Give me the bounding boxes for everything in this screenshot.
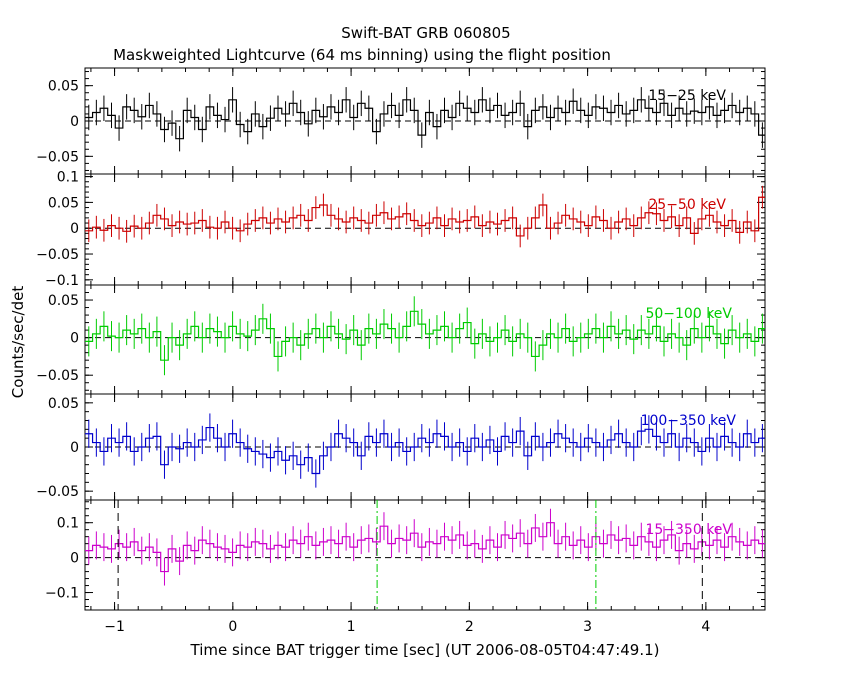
band-label: 25−50 keV — [648, 197, 726, 213]
chart-subtitle: Maskweighted Lightcurve (64 ms binning) … — [113, 46, 611, 64]
panel-100-350-kev: 0.05 0 −0.05 100−350 keV — [36, 393, 766, 501]
x-tick-label: −1 — [104, 619, 125, 635]
y-tick-label: −0.1 — [45, 273, 79, 289]
band-label: 100−350 keV — [641, 413, 737, 429]
x-axis-label: Time since BAT trigger time [sec] (UT 20… — [190, 641, 660, 659]
band-label: 15−25 keV — [648, 88, 726, 104]
chart-title: Swift-BAT GRB 060805 — [341, 24, 510, 42]
band-label: 50−100 keV — [645, 306, 732, 322]
y-tick-label: 0 — [70, 331, 79, 347]
y-tick-label: 0 — [70, 440, 79, 456]
y-axis-label: Counts/sec/det — [9, 286, 27, 399]
panel-15-350-kev: 0.1 0 −0.1 15−350 keV −1 0 1 2 3 4 — [45, 499, 766, 635]
y-tick-label: 0.05 — [48, 293, 79, 309]
y-tick-label: −0.05 — [36, 484, 79, 500]
x-tick-label: 0 — [228, 619, 237, 635]
lightcurve-step — [85, 196, 765, 237]
y-tick-label: 0 — [70, 114, 79, 130]
y-tick-label: 0.05 — [48, 195, 79, 211]
lightcurve-step — [85, 426, 765, 475]
panel-25-50-kev: 0.1 0.05 0 −0.05 −0.1 25−50 keV — [36, 170, 766, 289]
lightcurve-step — [85, 99, 765, 140]
lightcurve-step — [85, 310, 765, 361]
panels-group: 0.05 0 −0.05 15−25 keV 0.1 0.05 0 −0.05 −0.1 25−5… — [36, 67, 766, 635]
y-tick-label: 0 — [70, 551, 79, 567]
y-tick-label: 0.05 — [48, 396, 79, 412]
x-tick-label: 3 — [583, 619, 592, 635]
x-tick-label: 1 — [347, 619, 356, 635]
y-tick-label: 0.1 — [57, 170, 79, 186]
y-tick-label: 0 — [70, 221, 79, 237]
panel-15-25-kev: 0.05 0 −0.05 15−25 keV — [36, 67, 766, 175]
y-tick-label: −0.05 — [36, 149, 79, 165]
y-tick-label: 0.05 — [48, 79, 79, 95]
y-tick-label: 0.1 — [57, 516, 79, 532]
x-tick-label: 2 — [465, 619, 474, 635]
x-tick-label: 4 — [701, 619, 710, 635]
y-tick-label: −0.05 — [36, 368, 79, 384]
y-tick-label: −0.05 — [36, 247, 79, 263]
band-label: 15−350 keV — [645, 522, 732, 538]
panel-frame — [84, 499, 766, 611]
panel-50-100-kev: 0.05 0 −0.05 50−100 keV — [36, 284, 766, 395]
y-tick-label: −0.1 — [45, 586, 79, 602]
lightcurve-step — [85, 522, 765, 573]
